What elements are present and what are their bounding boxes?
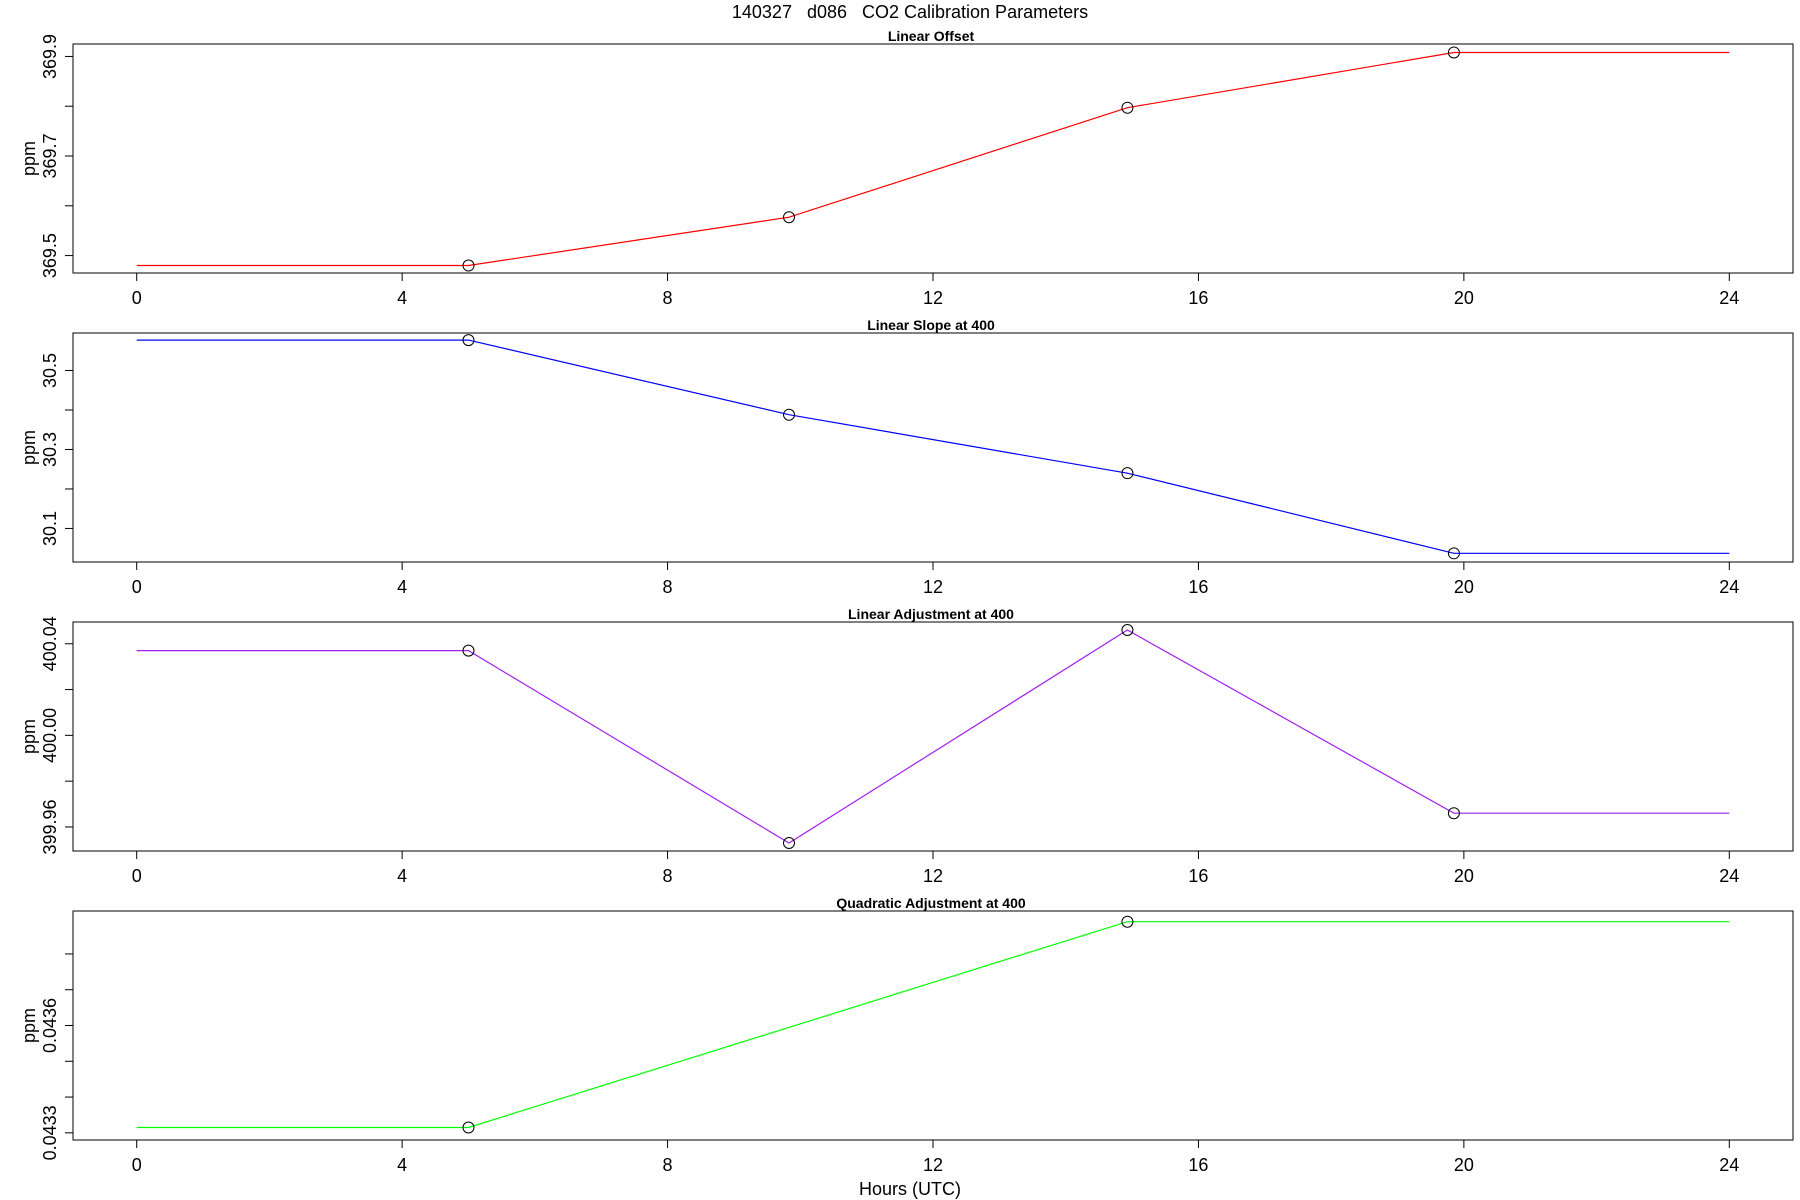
- data-point-marker: [1121, 467, 1134, 480]
- data-point-marker: [462, 259, 475, 272]
- panel-1: Linear Offset 0 4 8 12 16 20 24 369.5 369.7 369.9 p…: [19, 28, 1794, 308]
- x-tick-label: 12: [923, 577, 943, 597]
- x-tick-label: 4: [397, 288, 407, 308]
- data-point-marker: [783, 836, 796, 849]
- data-point-marker: [1447, 46, 1460, 59]
- x-tick-label: 24: [1719, 866, 1739, 886]
- data-point-marker: [1121, 915, 1134, 928]
- chart-panels: Linear Offset 0 4 8 12 16 20 24 369.5 369.7 369.9 p…: [19, 28, 1794, 1175]
- panel-title: Quadratic Adjustment at 400: [836, 895, 1026, 911]
- x-tick-label: 16: [1188, 1155, 1208, 1175]
- x-tick-label: 12: [923, 866, 943, 886]
- data-point-marker: [1447, 547, 1460, 560]
- data-point-marker: [462, 1121, 475, 1134]
- x-tick-label: 12: [923, 288, 943, 308]
- x-tick-label: 4: [397, 577, 407, 597]
- x-tick-label: 8: [663, 288, 673, 308]
- figure-title: 140327 d086 CO2 Calibration Parameters: [732, 2, 1088, 22]
- x-tick-label: 8: [663, 866, 673, 886]
- plot-frame: [72, 43, 1794, 274]
- x-tick-label: 24: [1719, 288, 1739, 308]
- x-tick-label: 20: [1454, 577, 1474, 597]
- x-tick-label: 4: [397, 1155, 407, 1175]
- x-tick-label: 0: [132, 577, 142, 597]
- series-line: [136, 629, 1730, 844]
- series-line: [136, 51, 1730, 267]
- series-line: [136, 921, 1730, 1129]
- data-point-marker: [1121, 101, 1134, 114]
- x-tick-label: 20: [1454, 1155, 1474, 1175]
- panel-title: Linear Slope at 400: [867, 317, 995, 333]
- y-tick-label: 30.1: [40, 511, 60, 546]
- x-tick-label: 12: [923, 1155, 943, 1175]
- y-tick-label: 400.04: [40, 616, 60, 671]
- y-tick-label: 369.7: [40, 133, 60, 178]
- data-point-marker: [1121, 624, 1134, 637]
- y-tick-label: 400.00: [40, 708, 60, 763]
- x-tick-label: 0: [132, 1155, 142, 1175]
- data-point-marker: [783, 408, 796, 421]
- y-tick-label: 369.5: [40, 233, 60, 278]
- plot-frame: [72, 910, 1794, 1141]
- x-tick-label: 4: [397, 866, 407, 886]
- y-tick-label: 399.96: [40, 799, 60, 854]
- panel-4: Quadratic Adjustment at 400 0 4 8 12 16 20 24 0.…: [19, 895, 1794, 1175]
- y-axis-label: ppm: [19, 141, 39, 176]
- panel-3: Linear Adjustment at 400 0 4 8 12 16 20 24 399.9…: [19, 606, 1794, 886]
- data-point-marker: [462, 334, 475, 347]
- y-tick-label: 0.0433: [40, 1105, 60, 1160]
- data-point-marker: [462, 644, 475, 657]
- x-tick-label: 16: [1188, 866, 1208, 886]
- x-tick-label: 0: [132, 288, 142, 308]
- x-tick-label: 24: [1719, 1155, 1739, 1175]
- y-tick-label: 0.0436: [40, 998, 60, 1053]
- x-tick-label: 16: [1188, 577, 1208, 597]
- y-tick-label: 30.3: [40, 432, 60, 467]
- panel-title: Linear Adjustment at 400: [848, 606, 1014, 622]
- data-point-marker: [783, 211, 796, 224]
- series-line: [136, 339, 1730, 554]
- y-tick-label: 30.5: [40, 353, 60, 388]
- x-tick-label: 16: [1188, 288, 1208, 308]
- data-point-marker: [1447, 807, 1460, 820]
- panel-title: Linear Offset: [888, 28, 975, 44]
- x-tick-label: 20: [1454, 288, 1474, 308]
- panel-2: Linear Slope at 400 0 4 8 12 16 20 24 30.1 30.3 30…: [19, 317, 1794, 597]
- y-axis-label: ppm: [19, 719, 39, 754]
- x-tick-label: 8: [663, 577, 673, 597]
- x-axis-label: Hours (UTC): [859, 1179, 961, 1199]
- plot-frame: [72, 621, 1794, 852]
- y-axis-label: ppm: [19, 430, 39, 465]
- x-tick-label: 24: [1719, 577, 1739, 597]
- x-tick-label: 0: [132, 866, 142, 886]
- y-axis-label: ppm: [19, 1008, 39, 1043]
- plot-frame: [72, 332, 1794, 563]
- y-tick-label: 369.9: [40, 34, 60, 79]
- x-tick-label: 8: [663, 1155, 673, 1175]
- x-tick-label: 20: [1454, 866, 1474, 886]
